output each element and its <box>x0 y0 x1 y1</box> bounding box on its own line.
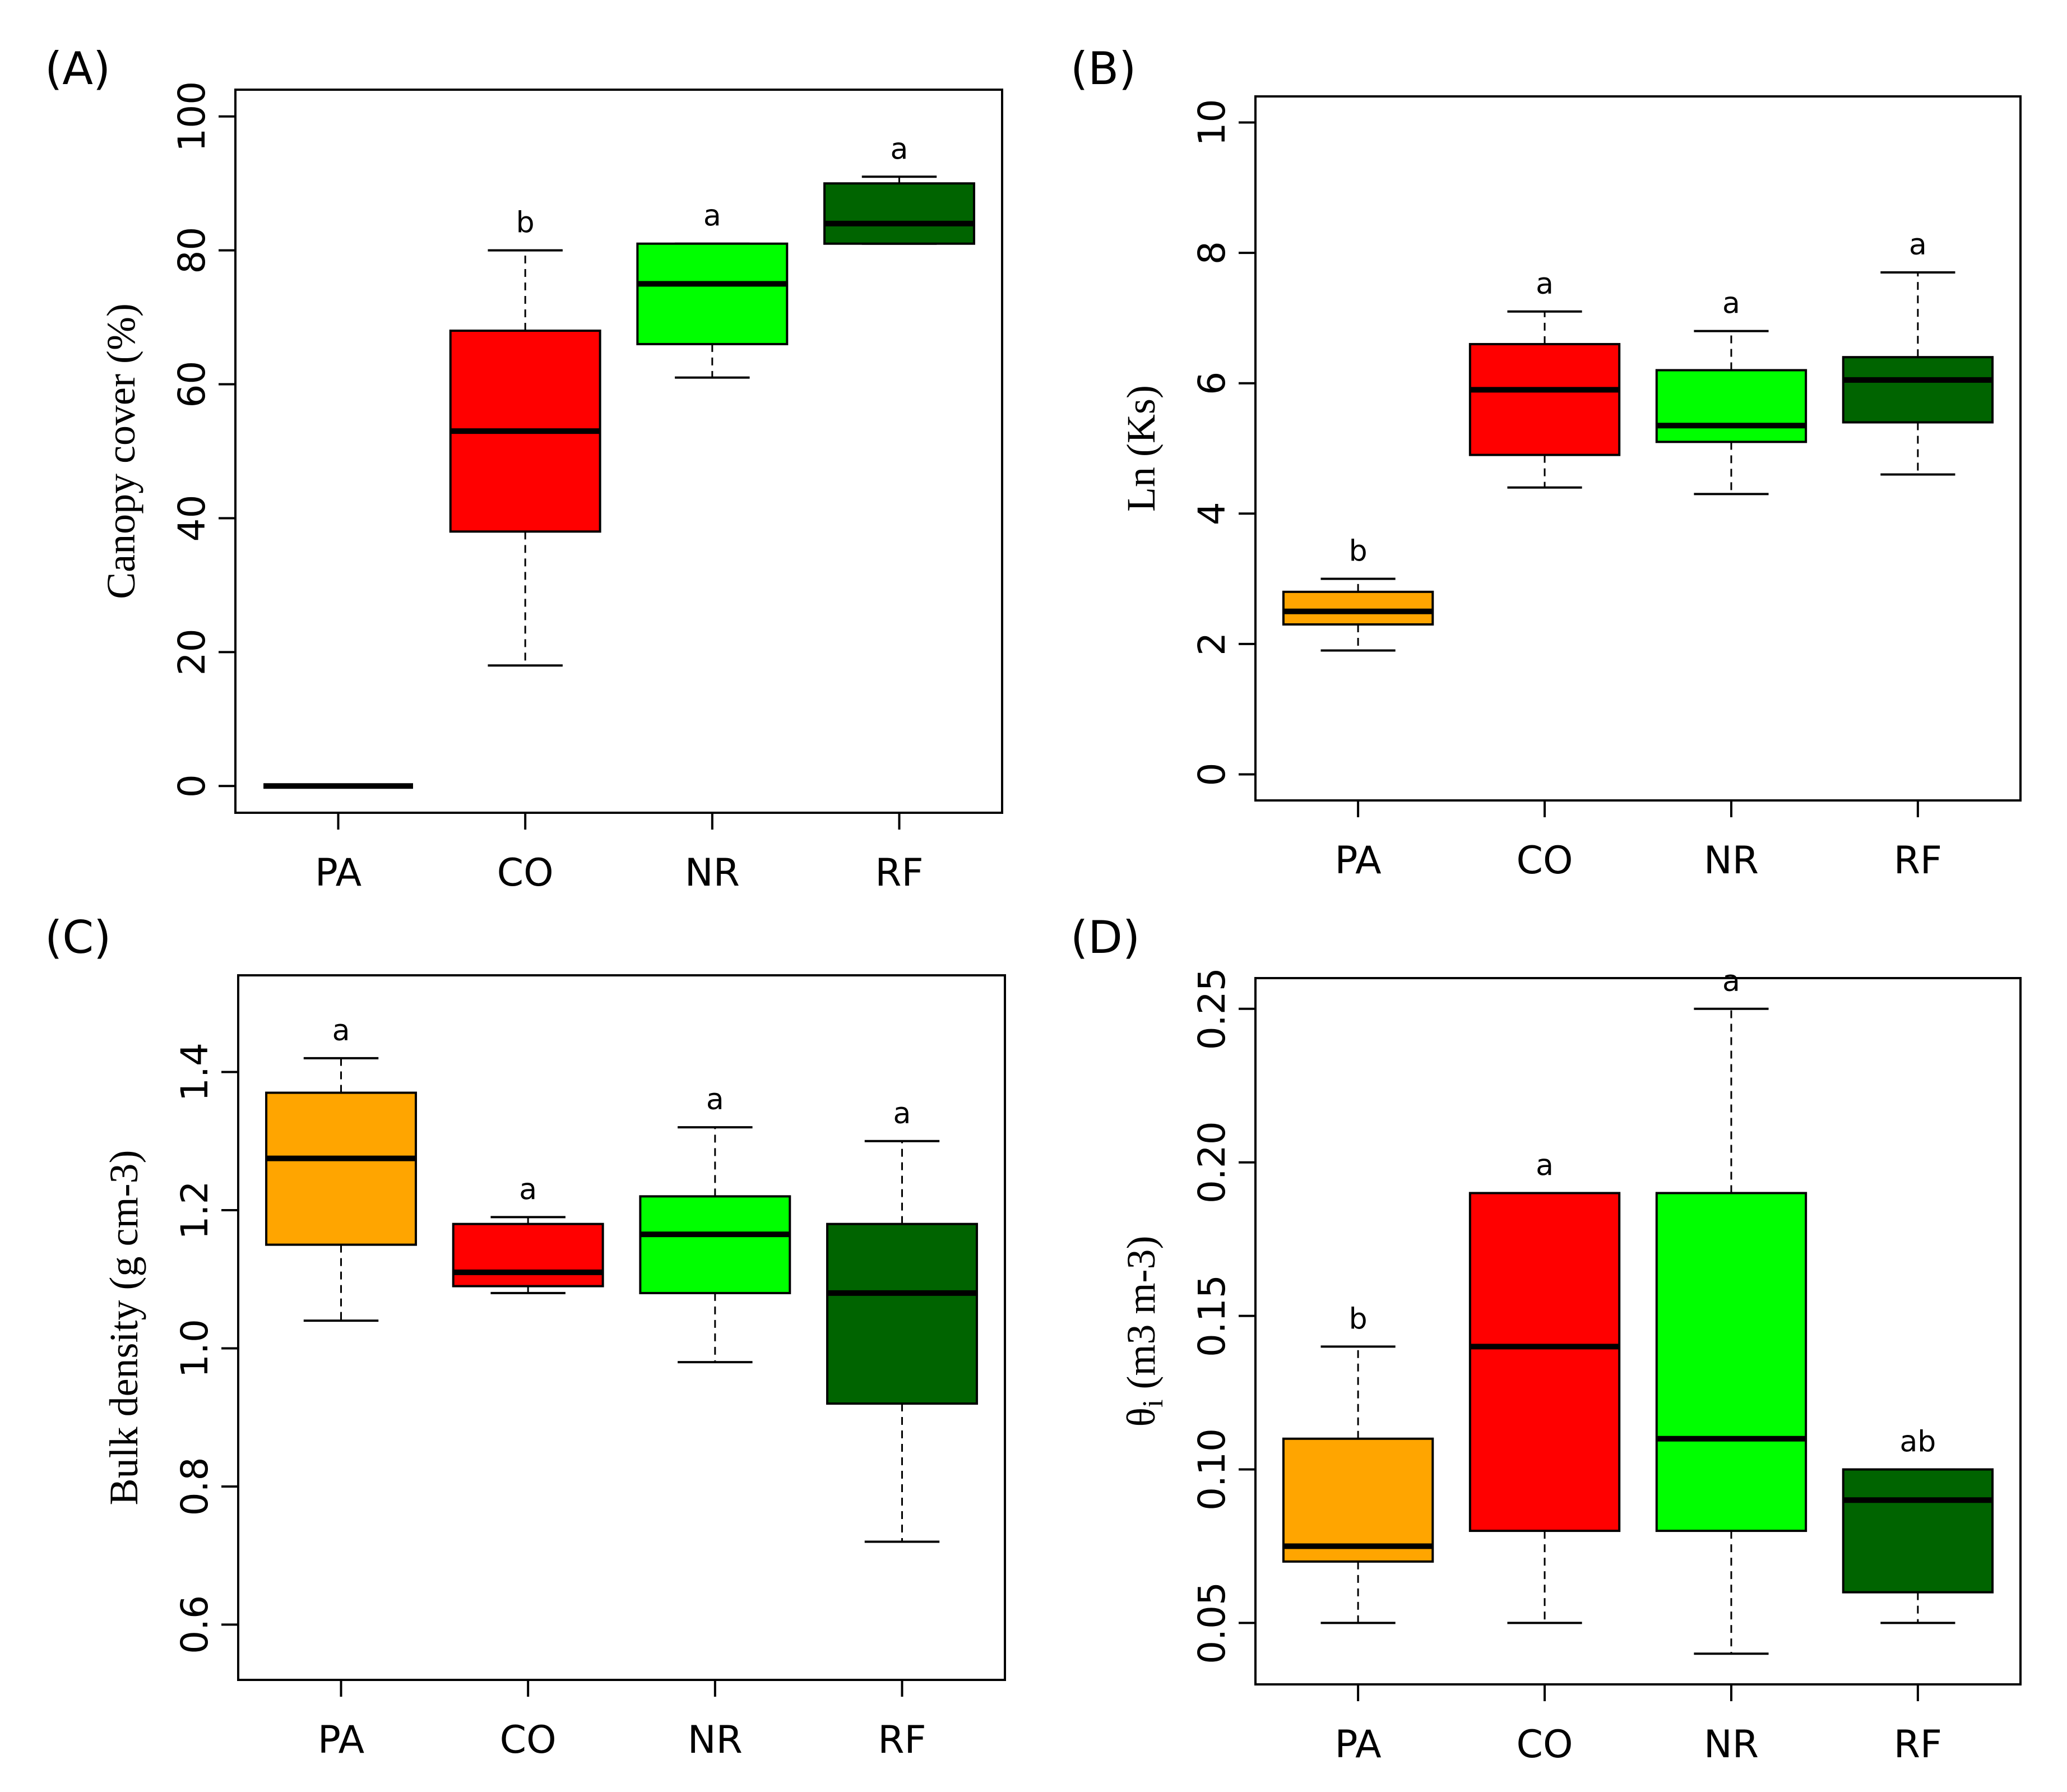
panel-label: (D) <box>1070 911 1140 964</box>
y-tick-label: 0.6 <box>173 1595 216 1654</box>
box-body <box>1842 1468 1994 1594</box>
box-body <box>1468 1192 1621 1532</box>
plot-frame <box>234 89 1003 814</box>
box-nr: a <box>639 1083 791 1364</box>
panel-a: (A) 0 20 40 60 80 100 PA CO NR RF Canopy cover (%) b… <box>45 43 1003 895</box>
significance-label: a <box>1536 1149 1554 1182</box>
box-body <box>639 1195 791 1294</box>
box-body <box>823 182 975 245</box>
y-axis-title: θi (m3 m-3) <box>1119 1236 1169 1427</box>
significance-label: a <box>1722 965 1740 998</box>
box-body <box>1842 356 1994 424</box>
panel-label: (C) <box>45 911 111 964</box>
box-body <box>452 1223 604 1288</box>
plot-frame <box>237 974 1006 1681</box>
significance-label: a <box>1909 228 1927 262</box>
x-tick-label: RF <box>878 1718 926 1762</box>
y-axis-title: Bulk density (g cm-3) <box>101 1150 146 1506</box>
x-tick-label: RF <box>1894 1722 1942 1767</box>
significance-label: a <box>891 132 909 166</box>
x-tick-label: CO <box>1517 1722 1573 1767</box>
box-rf: a <box>1842 228 1994 476</box>
significance-label: b <box>1349 1302 1368 1336</box>
box-body <box>636 242 789 345</box>
box-rf: a <box>826 1097 978 1543</box>
plot-frame <box>1254 95 2022 802</box>
y-tick-label: 0.8 <box>173 1457 216 1516</box>
x-tick-label: RF <box>1894 839 1942 883</box>
significance-label: a <box>893 1097 911 1131</box>
box-pa: b <box>1282 535 1434 652</box>
y-tick-label: 40 <box>170 494 214 541</box>
x-tick-label: CO <box>1517 839 1573 883</box>
significance-label: a <box>1722 287 1740 321</box>
box-co: b <box>449 206 601 667</box>
significance-label: b <box>516 206 535 240</box>
y-tick-label: 10 <box>1190 99 1234 146</box>
box-body <box>1655 1192 1808 1532</box>
y-axis-title: Canopy cover (%) <box>99 303 143 599</box>
panel-c: (C) 0.6 0.8 1.0 1.2 1.4 PA CO NR RF Bulk density (… <box>45 911 1006 1762</box>
y-tick-label: 4 <box>1190 502 1234 525</box>
box-pa: a <box>265 1014 417 1322</box>
y-tick-label: 100 <box>170 81 214 152</box>
box-co: a <box>452 1173 604 1294</box>
x-tick-label: CO <box>500 1718 557 1762</box>
box-body <box>1468 342 1621 456</box>
y-tick-label: 0.15 <box>1190 1275 1234 1357</box>
y-tick-label: 8 <box>1190 241 1234 265</box>
y-tick-label: 0 <box>170 774 214 798</box>
y-tick-label: 80 <box>170 227 214 274</box>
x-tick-label: PA <box>315 851 362 895</box>
significance-label: a <box>1536 267 1554 301</box>
y-tick-label: 20 <box>170 628 214 675</box>
significance-label: a <box>706 1083 724 1117</box>
box-body <box>826 1223 978 1405</box>
x-tick-label: PA <box>318 1718 364 1762</box>
box-rf: ab <box>1842 1425 1994 1624</box>
y-tick-label: 60 <box>170 361 214 408</box>
y-tick-label: 1.2 <box>173 1181 216 1240</box>
y-tick-label: 1.0 <box>173 1319 216 1378</box>
box-rf: a <box>823 132 975 245</box>
y-tick-label: 2 <box>1190 632 1234 656</box>
box-nr: a <box>636 200 789 379</box>
x-tick-label: NR <box>688 1718 743 1762</box>
y-tick-label: 0.20 <box>1190 1121 1234 1203</box>
plot-frame <box>1254 977 2022 1686</box>
panel-d: (D) 0.05 0.10 0.15 0.20 0.25 PA CO NR RF θi (m3 m-… <box>1070 911 2022 1767</box>
significance-label: a <box>519 1173 537 1206</box>
y-axis-title: Ln (Ks) <box>1119 385 1164 512</box>
box-body <box>1655 369 1808 443</box>
significance-label: ab <box>1899 1425 1936 1459</box>
y-tick-label: 0 <box>1190 762 1234 786</box>
x-tick-label: NR <box>1704 1722 1759 1767</box>
panel-b: (B) 0 2 4 6 8 10 PA CO NR RF Ln (Ks) b a a a <box>1070 43 2022 883</box>
y-tick-label: 0.10 <box>1190 1428 1234 1511</box>
y-tick-label: 6 <box>1190 372 1234 395</box>
box-co: a <box>1468 267 1621 489</box>
panel-label: (B) <box>1070 43 1136 95</box>
x-tick-label: PA <box>1335 1722 1382 1767</box>
y-tick-label: 1.4 <box>173 1043 216 1101</box>
box-body <box>1282 1437 1434 1563</box>
x-tick-label: NR <box>1704 839 1759 883</box>
x-tick-label: PA <box>1335 839 1382 883</box>
significance-label: a <box>703 200 721 233</box>
box-body <box>1282 590 1434 626</box>
box-pa: b <box>1282 1302 1434 1624</box>
significance-label: b <box>1349 535 1368 568</box>
box-body <box>265 1091 417 1246</box>
box-nr: a <box>1655 965 1808 1655</box>
box-nr: a <box>1655 287 1808 496</box>
x-tick-label: CO <box>497 851 554 895</box>
panel-label: (A) <box>45 43 110 95</box>
significance-label: a <box>332 1014 350 1048</box>
box-co: a <box>1468 1149 1621 1624</box>
y-tick-label: 0.05 <box>1190 1582 1234 1664</box>
x-tick-label: NR <box>685 851 740 895</box>
y-tick-label: 0.25 <box>1190 967 1234 1050</box>
x-tick-label: RF <box>875 851 923 895</box>
